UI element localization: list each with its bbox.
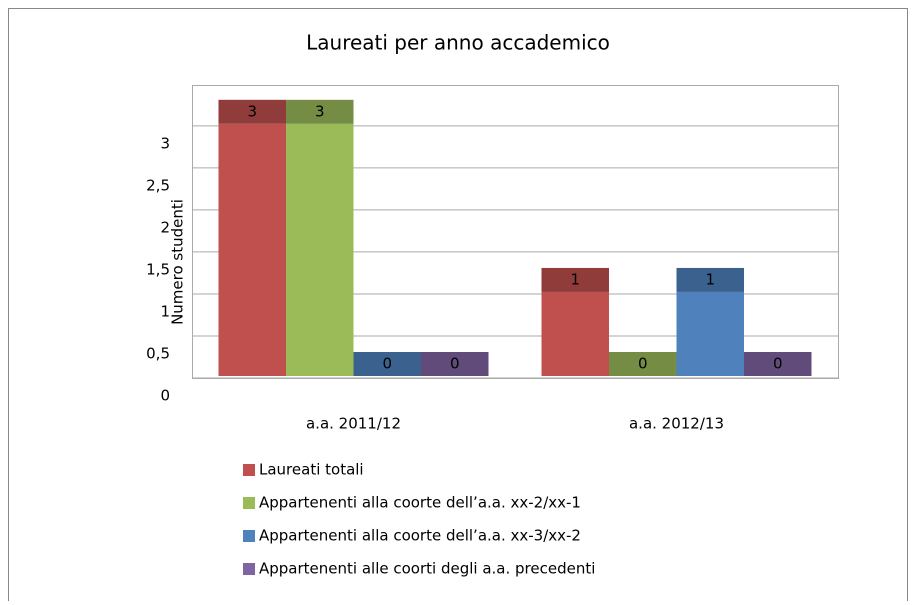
x-tick-label: a.a. 2011/12 — [306, 415, 401, 433]
data-label: 0 — [638, 355, 648, 373]
bar — [286, 99, 354, 377]
bar — [353, 352, 421, 376]
data-label: 0 — [382, 355, 392, 373]
bar — [218, 99, 286, 377]
legend-swatch — [243, 497, 255, 509]
legend-label: Appartenenti alle coorti degli a.a. prec… — [259, 560, 595, 578]
bar-front — [286, 123, 354, 377]
bar-cap — [744, 352, 812, 376]
bar — [744, 352, 812, 376]
bar-front — [676, 291, 744, 376]
bar-cap — [421, 352, 489, 376]
bar — [676, 267, 744, 376]
bar-cap — [609, 352, 677, 376]
bar-cap — [541, 267, 609, 292]
bar-cap — [218, 99, 286, 124]
bar — [421, 352, 489, 376]
bar — [609, 352, 677, 376]
data-label: 0 — [773, 355, 783, 373]
legend-swatch — [243, 464, 255, 476]
y-tick-label: 1 — [160, 302, 170, 320]
data-label: 3 — [315, 102, 325, 120]
legend-swatch — [243, 563, 255, 575]
bar-cap — [286, 99, 354, 124]
y-tick-label: 2,5 — [146, 176, 170, 194]
chart-border — [8, 8, 908, 605]
data-label: 0 — [450, 355, 460, 373]
legend-label: Laureati totali — [259, 461, 364, 479]
x-tick-label: a.a. 2012/13 — [629, 415, 724, 433]
bar-cap — [353, 352, 421, 376]
legend-label: Appartenenti alla coorte dell’a.a. xx-3/… — [259, 527, 581, 545]
legend-label: Appartenenti alla coorte dell’a.a. xx-2/… — [259, 494, 581, 512]
y-tick-label: 1,5 — [146, 260, 170, 278]
data-label: 3 — [247, 102, 257, 120]
bar-front — [541, 291, 609, 376]
chart-title: Laureati per anno accademico — [306, 31, 610, 55]
y-axis-label: Numero studenti — [169, 199, 187, 325]
y-tick-label: 3 — [160, 134, 170, 152]
legend-swatch — [243, 530, 255, 542]
y-tick-label: 0 — [160, 387, 170, 405]
y-tick-label: 0,5 — [146, 344, 170, 362]
data-label: 1 — [570, 270, 580, 288]
bar — [541, 267, 609, 376]
y-tick-label: 2 — [160, 218, 170, 236]
bar-cap — [676, 267, 744, 292]
data-label: 1 — [705, 270, 715, 288]
bar-front — [218, 123, 286, 377]
